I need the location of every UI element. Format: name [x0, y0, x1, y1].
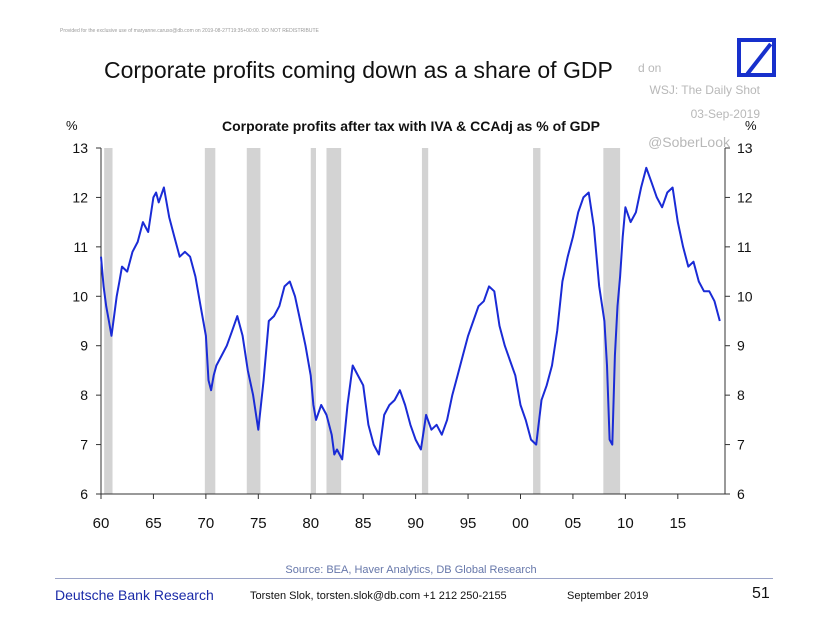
recession-band [421, 148, 429, 494]
x-tick-label: 95 [460, 515, 477, 532]
y-axis-unit-left: % [66, 118, 78, 133]
y-tick-label-right: 13 [737, 140, 753, 156]
footer-date: September 2019 [567, 590, 649, 602]
page-number: 51 [752, 585, 770, 602]
recession-band [204, 148, 216, 494]
y-tick-label-left: 9 [80, 338, 88, 354]
footer-author: Torsten Slok, torsten.slok@db.com +1 212… [250, 590, 507, 602]
y-tick-label-left: 6 [80, 486, 88, 502]
x-tick-label: 80 [302, 515, 319, 532]
footer-brand: Deutsche Bank Research [55, 587, 214, 603]
y-tick-label-left: 11 [73, 239, 88, 255]
y-tick-label-left: 8 [80, 387, 88, 403]
recession-band [326, 148, 342, 494]
recession-band [310, 148, 316, 494]
y-tick-label-left: 7 [80, 437, 88, 453]
y-tick-label-right: 10 [737, 288, 753, 304]
y-tick-label-right: 6 [737, 486, 745, 502]
deutsche-bank-logo-icon [737, 38, 776, 77]
y-tick-label-right: 11 [737, 239, 752, 255]
y-tick-label-left: 10 [72, 288, 88, 304]
x-tick-label: 85 [355, 515, 372, 532]
x-tick-label: 00 [512, 515, 529, 532]
x-tick-label: 75 [250, 515, 267, 532]
y-tick-label-left: 12 [72, 189, 88, 205]
x-tick-label: 65 [145, 515, 162, 532]
x-tick-label: 90 [407, 515, 424, 532]
watermark-line: d on [638, 61, 662, 75]
y-tick-label-right: 8 [737, 387, 745, 403]
y-tick-label-left: 13 [72, 140, 88, 156]
x-tick-label: 15 [669, 515, 686, 532]
series-line-profits-share-gdp [100, 166, 721, 461]
footer-divider [55, 578, 773, 579]
source-note: Source: BEA, Haver Analytics, DB Global … [285, 564, 537, 576]
x-tick-label: 05 [565, 515, 582, 532]
watermark-source: WSJ: The Daily Shot [649, 83, 760, 97]
chart-title: Corporate profits after tax with IVA & C… [221, 118, 601, 134]
y-tick-label-right: 9 [737, 338, 745, 354]
watermark-date: 03-Sep-2019 [690, 107, 760, 121]
page-title: Corporate profits coming down as a share… [104, 57, 613, 83]
y-axis-unit-right: % [745, 118, 757, 133]
recession-band [533, 148, 541, 494]
disclaimer-text: Provided for the exclusive use of maryan… [60, 28, 319, 34]
y-tick-label-right: 7 [737, 437, 745, 453]
x-tick-label: 70 [198, 515, 215, 532]
x-tick-label: 10 [617, 515, 634, 532]
watermark-handle: @SoberLook [648, 134, 730, 150]
y-tick-label-right: 12 [737, 189, 753, 205]
recession-band [246, 148, 261, 494]
x-tick-label: 60 [93, 515, 110, 532]
